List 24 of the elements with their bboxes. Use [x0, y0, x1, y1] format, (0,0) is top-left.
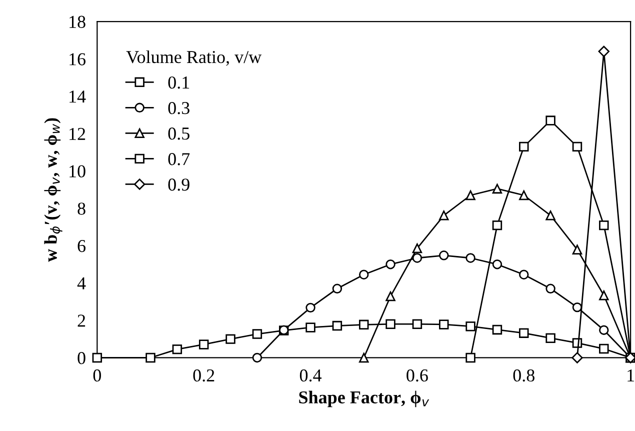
- legend-label: 0.5: [168, 127, 190, 140]
- x-tick-label: 0: [93, 369, 101, 382]
- legend-label: 0.9: [168, 178, 190, 191]
- x-tick-label: 0.8: [513, 369, 534, 382]
- legend-title: Volume Ratio, v/w: [126, 50, 262, 66]
- x-tick-label: 0.4: [300, 369, 322, 382]
- y-tick-label: 0: [78, 352, 86, 364]
- legend-label: 0.7: [168, 153, 190, 166]
- y-tick-label: 18: [70, 16, 86, 28]
- x-axis-title: Shape Factor, ϕ$_{v}$: [299, 390, 430, 408]
- y-tick-label: 2: [78, 314, 86, 327]
- y-tick-label: 14: [70, 90, 86, 103]
- y-tick-label: 10: [70, 165, 86, 178]
- x-tick-label: 0.2: [193, 369, 214, 382]
- x-tick-label: 0.6: [406, 369, 428, 382]
- y-tick-label: 16: [70, 53, 86, 66]
- y-tick-label: 6: [78, 240, 86, 252]
- legend-label: 0.3: [168, 102, 190, 114]
- legend-label: 0.1: [168, 76, 190, 89]
- y-tick-label: 4: [77, 277, 86, 290]
- y-axis-title: w b$_{ϕ}$′(v, ϕ$_{v}$, w, ϕ$_{w}$): [44, 118, 62, 262]
- x-tick-label: 1: [628, 369, 634, 382]
- y-tick-label: 12: [70, 128, 86, 140]
- y-tick-label: 8: [78, 202, 86, 215]
